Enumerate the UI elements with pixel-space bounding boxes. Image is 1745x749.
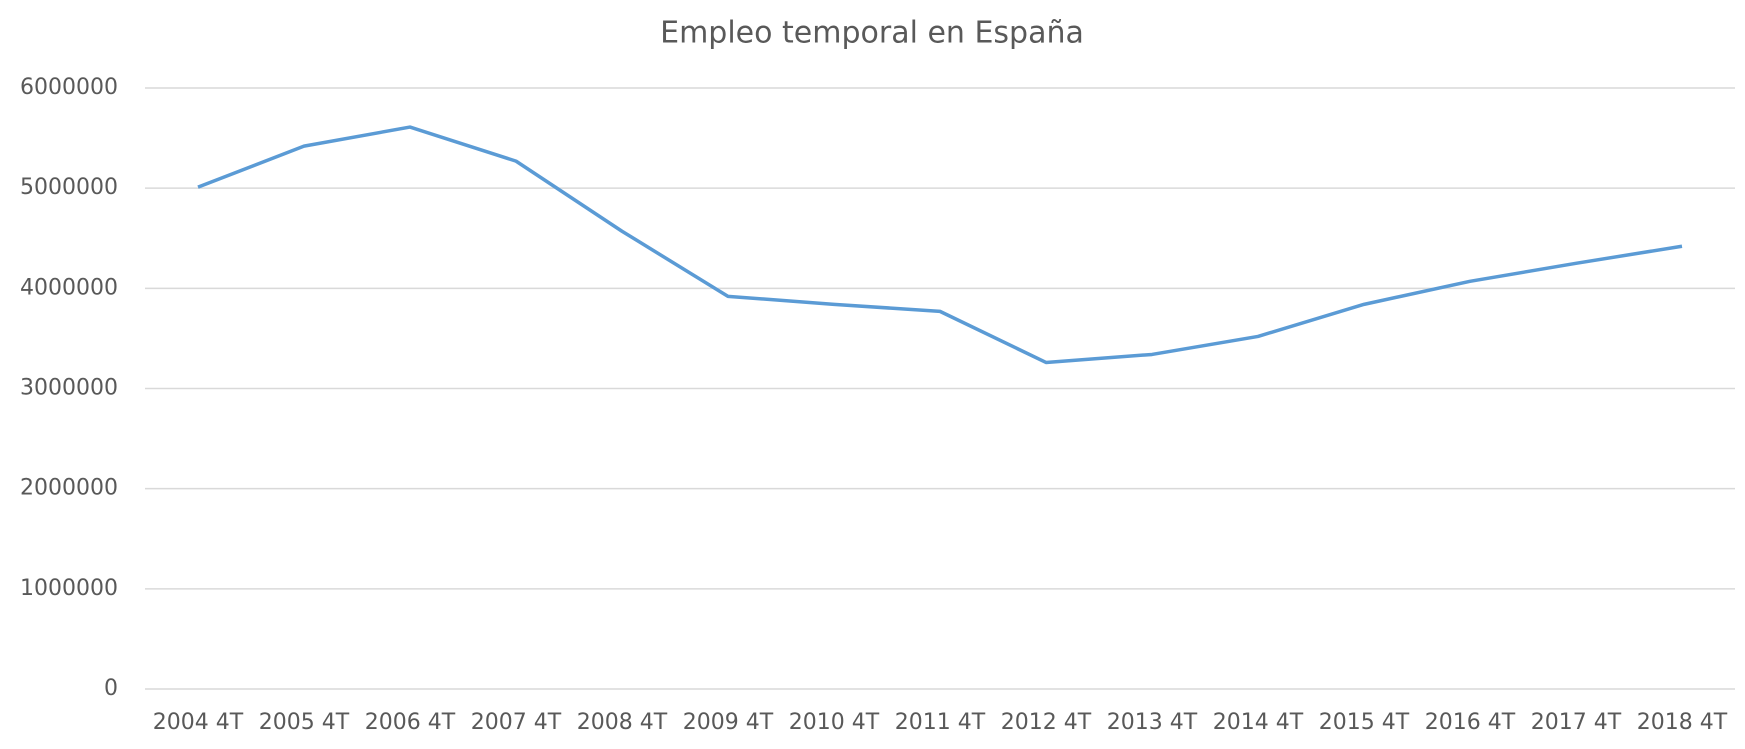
y-tick-label: 6000000: [20, 75, 118, 100]
x-tick-label: 2004 4T: [153, 710, 244, 735]
y-tick-label: 5000000: [20, 175, 118, 200]
y-tick-label: 4000000: [20, 275, 118, 300]
y-tick-label: 3000000: [20, 376, 118, 401]
x-tick-label: 2017 4T: [1531, 710, 1622, 735]
x-tick-label: 2011 4T: [895, 710, 986, 735]
y-tick-label: 2000000: [20, 476, 118, 501]
x-tick-label: 2006 4T: [365, 710, 456, 735]
x-tick-label: 2008 4T: [577, 710, 668, 735]
x-tick-label: 2009 4T: [683, 710, 774, 735]
chart-title: Empleo temporal en España: [660, 16, 1084, 51]
x-tick-label: 2014 4T: [1213, 710, 1304, 735]
x-tick-label: 2010 4T: [789, 710, 880, 735]
y-tick-label: 1000000: [20, 576, 118, 601]
x-tick-label: 2015 4T: [1319, 710, 1410, 735]
x-tick-label: 2005 4T: [259, 710, 350, 735]
x-tick-label: 2013 4T: [1107, 710, 1198, 735]
x-tick-label: 2007 4T: [471, 710, 562, 735]
x-tick-label: 2018 4T: [1637, 710, 1728, 735]
x-tick-label: 2016 4T: [1425, 710, 1516, 735]
x-tick-label: 2012 4T: [1001, 710, 1092, 735]
series-line: [197, 125, 1683, 365]
y-tick-label: 0: [104, 676, 118, 701]
